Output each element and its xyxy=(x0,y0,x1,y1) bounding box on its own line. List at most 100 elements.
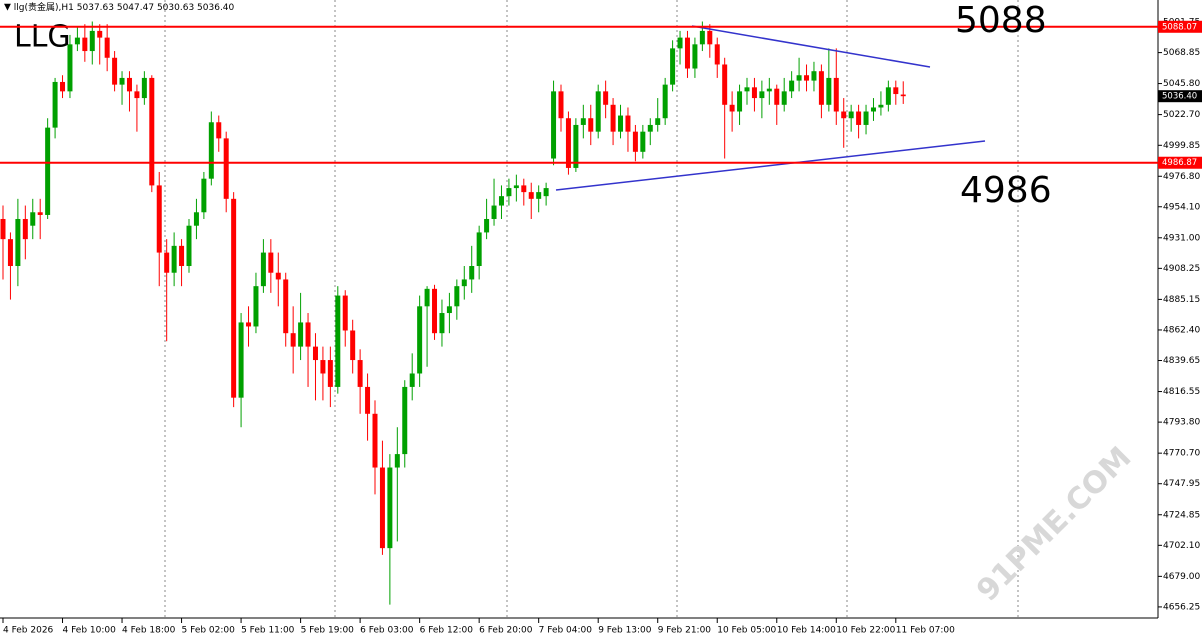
candle-body xyxy=(119,77,125,85)
candle-body xyxy=(476,232,482,267)
candle-body xyxy=(60,81,66,92)
candle-body xyxy=(156,185,162,253)
candle-body xyxy=(15,218,21,267)
candle-body xyxy=(74,37,80,45)
candle-body xyxy=(632,131,638,152)
v-grid xyxy=(164,0,1019,618)
candle-body xyxy=(141,77,147,99)
candle-body xyxy=(751,87,757,99)
x-tick-label: 5 Feb 19:00 xyxy=(301,626,355,636)
candle-body xyxy=(268,252,274,273)
open: 5037.63 xyxy=(77,3,114,13)
y-tick-label: 4908.25 xyxy=(1163,264,1200,274)
candle-body xyxy=(461,279,467,287)
candle-body xyxy=(0,218,6,240)
candle-body xyxy=(900,94,906,97)
price-label: 5036.40 xyxy=(1162,92,1197,102)
x-tick-label: 9 Feb 13:00 xyxy=(598,626,652,636)
y-tick-label: 4793.80 xyxy=(1163,418,1200,428)
candle-body xyxy=(573,124,579,168)
candle-body xyxy=(804,75,810,81)
candle-body xyxy=(231,198,237,398)
x-tick-label: 4 Feb 10:00 xyxy=(63,626,117,636)
y-tick-label: 4862.40 xyxy=(1163,325,1200,335)
candle-body xyxy=(260,252,266,287)
x-tick-label: 6 Feb 03:00 xyxy=(360,626,414,636)
candle-body xyxy=(201,178,207,213)
x-tick-label: 10 Feb 14:00 xyxy=(777,626,836,636)
candle-body xyxy=(536,192,542,199)
candle-body xyxy=(878,104,884,108)
candle-body xyxy=(238,322,244,398)
candle-body xyxy=(722,64,728,105)
candle-body xyxy=(640,131,646,152)
candle-body xyxy=(149,77,155,186)
y-tick-label: 4885.15 xyxy=(1163,295,1200,305)
candle-body xyxy=(379,467,385,549)
candle-body xyxy=(164,252,170,273)
candle-body xyxy=(179,245,185,267)
candle-body xyxy=(432,288,438,334)
candle-body xyxy=(781,91,787,105)
candle-body xyxy=(744,87,750,92)
y-tick-label: 5045.80 xyxy=(1163,79,1200,89)
y-tick-label: 5022.70 xyxy=(1163,110,1200,120)
candle-body xyxy=(789,80,795,92)
annotation: 5088 xyxy=(955,0,1047,41)
candle-body xyxy=(684,37,690,69)
candle-body xyxy=(528,192,534,199)
candle-body xyxy=(603,91,609,105)
candle-body xyxy=(342,295,348,331)
candle-body xyxy=(491,205,497,219)
candle-body xyxy=(774,88,780,105)
header: ▼ llg(贵金属),H1 5037.63 5047.47 5030.63 50… xyxy=(4,1,235,13)
candle-body xyxy=(387,467,393,549)
annotation: 4986 xyxy=(960,170,1052,211)
y-tick-label: 4724.85 xyxy=(1163,510,1200,520)
candle-body xyxy=(863,111,869,125)
y-tick-label: 4770.70 xyxy=(1163,449,1200,459)
candle-body xyxy=(394,454,400,468)
trend-line xyxy=(691,25,931,68)
candle-body xyxy=(625,115,631,132)
candle-body xyxy=(67,44,73,92)
candle-body xyxy=(312,346,318,361)
candle-body xyxy=(454,286,460,307)
candle-body xyxy=(112,57,118,85)
candle-body xyxy=(811,71,817,81)
candle-body xyxy=(186,225,192,267)
candle-body xyxy=(45,127,51,215)
candle-body xyxy=(893,87,899,95)
candle-body xyxy=(558,91,564,119)
candle-body xyxy=(796,75,802,81)
candle-body xyxy=(22,218,28,240)
candle-body xyxy=(870,107,876,112)
low: 5030.63 xyxy=(157,3,194,13)
candle-body xyxy=(30,212,36,226)
candle-body xyxy=(52,81,58,128)
candle-body xyxy=(126,77,132,92)
x-tick-label: 5 Feb 11:00 xyxy=(241,626,295,636)
y-tick-label: 4679.00 xyxy=(1163,572,1200,582)
candle-body xyxy=(37,212,43,215)
candle-body xyxy=(97,30,103,38)
price-label-box xyxy=(1158,90,1202,103)
candle-body xyxy=(357,360,363,387)
candle-body xyxy=(670,48,676,85)
candle-body xyxy=(506,188,512,197)
price-label: 4986.87 xyxy=(1162,158,1197,168)
candle-body xyxy=(521,185,527,193)
candle-body xyxy=(320,360,326,374)
y-tick-label: 4702.10 xyxy=(1163,541,1200,551)
x-tick-label: 7 Feb 04:00 xyxy=(539,626,593,636)
candle-body xyxy=(513,185,519,189)
candle-body xyxy=(610,104,616,132)
y-tick-label: 4954.10 xyxy=(1163,202,1200,212)
x-tick-label: 4 Feb 18:00 xyxy=(122,626,176,636)
candle-body xyxy=(707,30,713,45)
x-tick-label: 10 Feb 05:00 xyxy=(717,626,776,636)
candle-body xyxy=(565,118,571,168)
candle-body xyxy=(372,413,378,468)
candle-body xyxy=(498,196,504,206)
candle-body xyxy=(766,88,772,92)
